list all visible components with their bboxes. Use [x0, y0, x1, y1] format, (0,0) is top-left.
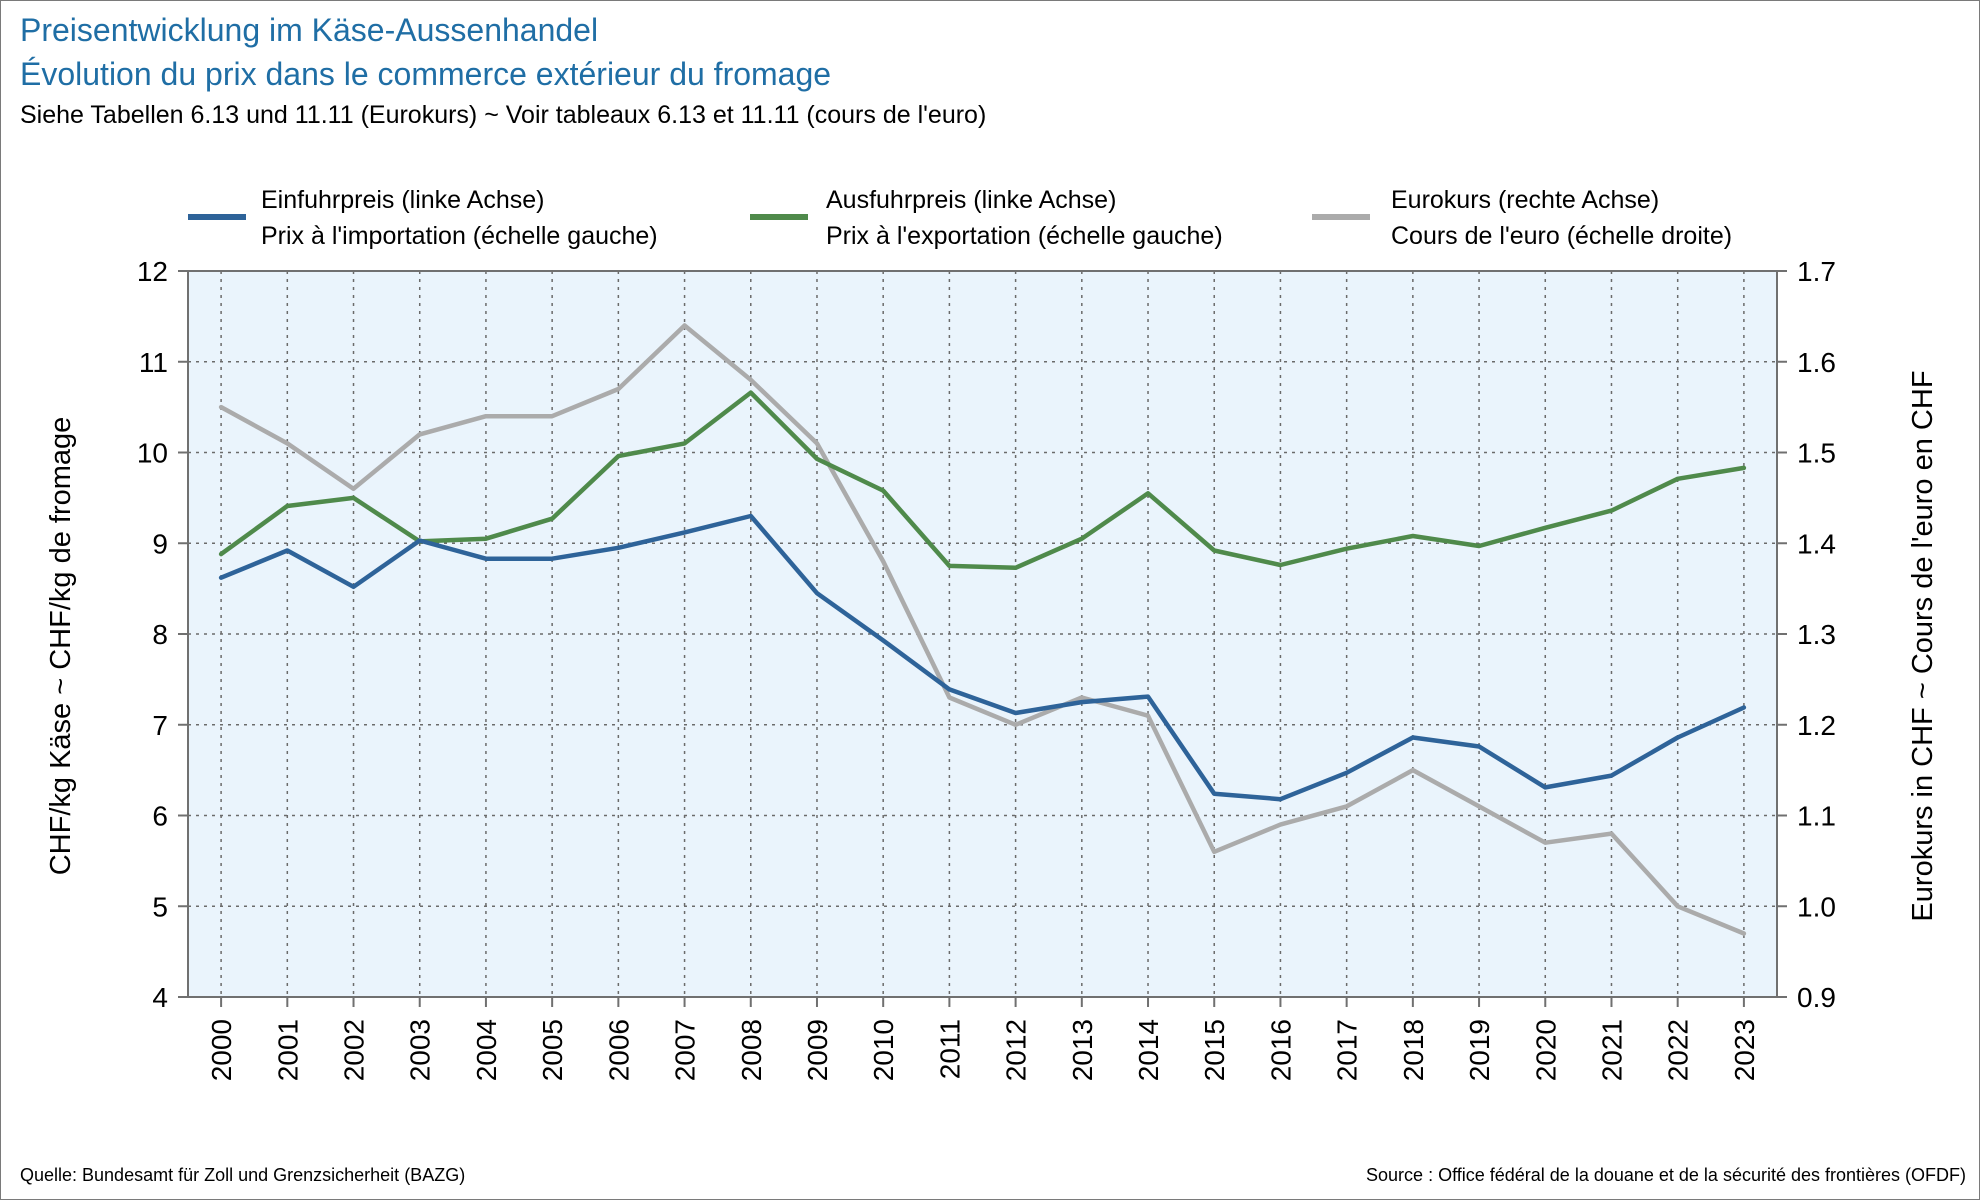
y-left-tick-label: 5 — [152, 891, 168, 922]
x-tick-label: 2001 — [272, 1019, 303, 1081]
y-right-tick-label: 0.9 — [1797, 982, 1836, 1013]
y-left-tick-label: 12 — [137, 256, 168, 287]
y-right-tick-label: 1.5 — [1797, 438, 1836, 469]
x-tick-label: 2015 — [1199, 1019, 1230, 1081]
y-left-tick-label: 9 — [152, 528, 168, 559]
legend-label-eurokurs-de: Eurokurs (rechte Achse) — [1391, 186, 1660, 214]
legend-label-eurokurs-fr: Cours de l'euro (échelle droite) — [1391, 222, 1733, 250]
x-tick-label: 2002 — [339, 1019, 370, 1081]
chart-title-fr: Évolution du prix dans le commerce extér… — [20, 56, 832, 92]
legend-swatch-eurokurs — [1312, 214, 1370, 220]
y-right-tick-label: 1.3 — [1797, 619, 1836, 650]
y-left-tick-label: 8 — [152, 619, 168, 650]
line-eurokurs — [218, 323, 1747, 936]
chart-subtitle: Siehe Tabellen 6.13 und 11.11 (Eurokurs)… — [20, 101, 987, 129]
x-tick-label: 2023 — [1729, 1019, 1760, 1081]
legend-swatch-export — [750, 214, 808, 220]
x-tick-label: 2020 — [1530, 1019, 1561, 1081]
y-left-tick-label: 7 — [152, 710, 168, 741]
y-left-tick-label: 10 — [137, 438, 168, 469]
x-tick-label: 2004 — [471, 1019, 502, 1081]
x-tick-label: 2021 — [1596, 1019, 1627, 1081]
x-tick-label: 2013 — [1067, 1019, 1098, 1081]
x-tick-label: 2018 — [1398, 1019, 1429, 1081]
legend-label-import: Einfuhrpreis (linke Achse) Prix à l'impo… — [261, 182, 658, 254]
legend-label-import-fr: Prix à l'importation (échelle gauche) — [261, 222, 658, 250]
legend-swatch-import — [188, 214, 246, 220]
y-right-tick-label: 1.6 — [1797, 347, 1836, 378]
line-einfuhrpreis — [218, 513, 1747, 802]
x-tick-label: 2000 — [206, 1019, 237, 1081]
x-tick-label: 2017 — [1332, 1019, 1363, 1081]
x-tick-label: 2010 — [868, 1019, 899, 1081]
chart-title-de: Preisentwicklung im Käse-Aussenhandel — [20, 12, 599, 48]
y-right-tick-label: 1.0 — [1797, 891, 1836, 922]
line-ausfuhrpreis — [218, 390, 1747, 571]
source-de: Quelle: Bundesamt für Zoll und Grenzsich… — [20, 1165, 466, 1185]
y-right-tick-label: 1.2 — [1797, 710, 1836, 741]
legend-label-eurokurs: Eurokurs (rechte Achse) Cours de l'euro … — [1391, 182, 1732, 254]
y-right-tick-label: 1.1 — [1797, 801, 1836, 832]
x-tick-label: 2006 — [603, 1019, 634, 1081]
legend-label-export-de: Ausfuhrpreis (linke Achse) — [826, 186, 1117, 214]
y-right-tick-label: 1.7 — [1797, 256, 1836, 287]
source-fr: Source : Office fédéral de la douane et … — [1366, 1165, 1966, 1185]
legend-label-import-de: Einfuhrpreis (linke Achse) — [261, 186, 545, 214]
y-left-tick-label: 11 — [139, 347, 168, 378]
y-right-tick-label: 1.4 — [1797, 528, 1836, 559]
y-left-axis-title: CHF/kg Käse ~ CHF/kg de fromage — [45, 417, 77, 876]
x-tick-label: 2014 — [1133, 1019, 1164, 1081]
x-tick-label: 2016 — [1265, 1019, 1296, 1081]
legend-label-export: Ausfuhrpreis (linke Achse) Prix à l'expo… — [826, 182, 1223, 254]
x-tick-label: 2022 — [1663, 1019, 1694, 1081]
y-right-axis-title: Eurokurs in CHF ~ Cours de l'euro en CHF — [1907, 370, 1939, 921]
x-tick-label: 2005 — [537, 1019, 568, 1081]
y-left-tick-label: 4 — [152, 982, 168, 1013]
x-tick-label: 2019 — [1464, 1019, 1495, 1081]
x-tick-label: 2009 — [802, 1019, 833, 1081]
x-tick-label: 2011 — [934, 1019, 965, 1079]
x-tick-label: 2012 — [1001, 1019, 1032, 1081]
legend-label-export-fr: Prix à l'exportation (échelle gauche) — [826, 222, 1223, 250]
y-left-tick-label: 6 — [152, 801, 168, 832]
x-tick-label: 2003 — [405, 1019, 436, 1081]
x-tick-label: 2007 — [670, 1019, 701, 1081]
x-tick-label: 2008 — [736, 1019, 767, 1081]
